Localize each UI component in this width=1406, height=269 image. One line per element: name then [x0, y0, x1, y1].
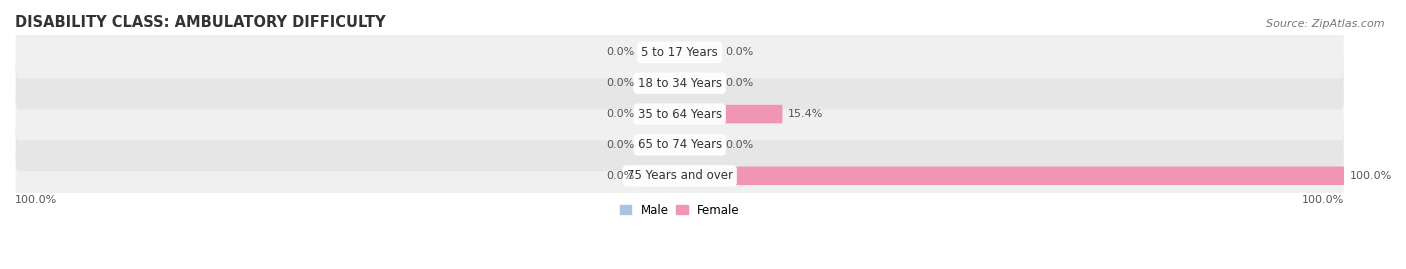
Legend: Male, Female: Male, Female: [614, 199, 745, 222]
Text: 35 to 64 Years: 35 to 64 Years: [638, 108, 721, 121]
Text: 15.4%: 15.4%: [787, 109, 823, 119]
FancyBboxPatch shape: [640, 136, 681, 154]
Text: 0.0%: 0.0%: [725, 47, 754, 57]
Text: 100.0%: 100.0%: [15, 195, 58, 205]
Text: 0.0%: 0.0%: [606, 47, 634, 57]
Text: 75 Years and over: 75 Years and over: [627, 169, 733, 182]
FancyBboxPatch shape: [640, 105, 681, 123]
FancyBboxPatch shape: [640, 43, 681, 62]
FancyBboxPatch shape: [679, 167, 1344, 185]
Text: 18 to 34 Years: 18 to 34 Years: [638, 77, 721, 90]
Text: 100.0%: 100.0%: [1302, 195, 1344, 205]
Text: 0.0%: 0.0%: [606, 140, 634, 150]
FancyBboxPatch shape: [640, 74, 681, 93]
FancyBboxPatch shape: [15, 88, 1344, 140]
FancyBboxPatch shape: [679, 43, 720, 62]
FancyBboxPatch shape: [15, 26, 1344, 79]
Text: DISABILITY CLASS: AMBULATORY DIFFICULTY: DISABILITY CLASS: AMBULATORY DIFFICULTY: [15, 15, 385, 30]
Text: 0.0%: 0.0%: [606, 171, 634, 181]
Text: 5 to 17 Years: 5 to 17 Years: [641, 46, 718, 59]
Text: 65 to 74 Years: 65 to 74 Years: [637, 139, 721, 151]
Text: 0.0%: 0.0%: [725, 78, 754, 88]
Text: 0.0%: 0.0%: [606, 78, 634, 88]
FancyBboxPatch shape: [640, 167, 681, 185]
Text: 100.0%: 100.0%: [1350, 171, 1392, 181]
Text: 0.0%: 0.0%: [725, 140, 754, 150]
FancyBboxPatch shape: [15, 150, 1344, 202]
FancyBboxPatch shape: [679, 136, 720, 154]
Text: 0.0%: 0.0%: [606, 109, 634, 119]
Text: Source: ZipAtlas.com: Source: ZipAtlas.com: [1267, 19, 1385, 29]
FancyBboxPatch shape: [679, 105, 782, 123]
FancyBboxPatch shape: [15, 119, 1344, 171]
FancyBboxPatch shape: [15, 57, 1344, 109]
FancyBboxPatch shape: [679, 74, 720, 93]
